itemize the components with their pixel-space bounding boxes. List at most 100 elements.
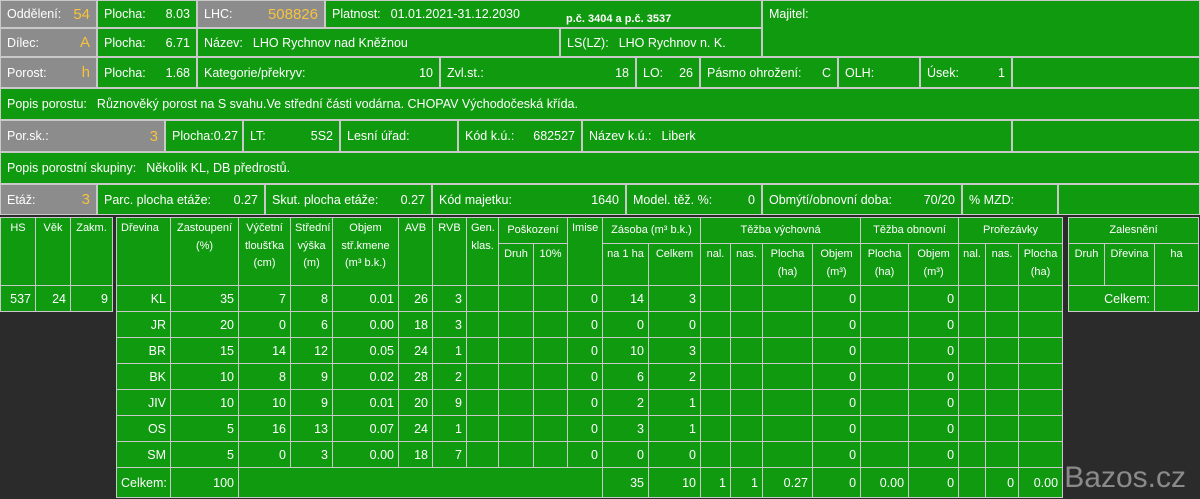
table-cell: 3 xyxy=(648,285,701,312)
field-label: LO: xyxy=(643,65,664,80)
table-cell: 10 xyxy=(602,337,649,364)
group-header: Zásoba (m³ b.k.) xyxy=(602,217,701,244)
table-cell xyxy=(860,389,910,416)
field-cell: Skut. plocha etáže: 0.27 xyxy=(265,184,432,215)
table-cell: 8 xyxy=(290,285,333,312)
column-header: Gen. klas. xyxy=(466,217,499,286)
field-label: OLH: xyxy=(845,65,875,80)
field-value: 26 xyxy=(679,65,693,80)
table-cell xyxy=(985,415,1020,442)
table-cell: 3 xyxy=(648,337,701,364)
table-cell: 10 xyxy=(170,389,239,416)
table-cell xyxy=(498,311,534,338)
field-value: 0 xyxy=(748,192,755,207)
field-cell: Plocha: 6.71 xyxy=(97,28,197,57)
sub-header: Dřevina xyxy=(1104,243,1155,286)
main-table: Dřevina Zastoupení (%) Výčetní tloušťka (c… xyxy=(116,217,1064,498)
data-row: JR 20 0 6 0.00 18 3 0 0 0 0 0 xyxy=(116,311,1064,338)
field-value: 682527 xyxy=(533,129,575,143)
data-row: BR 15 14 12 0.05 24 1 0 10 3 0 0 xyxy=(116,337,1064,364)
table-cell: 0 xyxy=(567,363,603,390)
table-cell: SM xyxy=(116,441,171,468)
table-cell: JIV xyxy=(116,389,171,416)
field-cell: Úsek: 1 xyxy=(920,57,1012,88)
table-cell: KL xyxy=(116,285,171,312)
table-cell: 0.02 xyxy=(332,363,399,390)
table-cell: 3 xyxy=(432,285,467,312)
table-cell xyxy=(985,311,1020,338)
table-cell: 14 xyxy=(602,285,649,312)
field-cell: Plocha: 1.68 xyxy=(97,57,197,88)
table-cell xyxy=(498,415,534,442)
table-cell: BR xyxy=(116,337,171,364)
table-cell: 1 xyxy=(730,467,763,498)
field-label: Skut. plocha etáže: xyxy=(272,192,379,207)
field-value: 70/20 xyxy=(923,192,955,207)
table-cell: 15 xyxy=(170,337,239,364)
table-cell xyxy=(533,285,568,312)
table-cell xyxy=(466,389,499,416)
table-cell xyxy=(762,389,813,416)
table-cell: 0 xyxy=(811,285,862,312)
field-label: % MZD: xyxy=(969,192,1015,207)
field-note: p.č. 3404 a p.č. 3537 xyxy=(566,13,672,25)
table-cell xyxy=(958,389,987,416)
data-row: OS 5 16 13 0.07 24 1 0 3 1 0 0 xyxy=(116,415,1064,442)
field-cell: Plocha: 0.27 xyxy=(165,120,243,152)
field-cell: Kategorie/překryv: 10 xyxy=(197,57,440,88)
table-cell xyxy=(533,337,568,364)
field-value: 0.27 xyxy=(213,129,239,143)
table-cell xyxy=(958,415,987,442)
table-cell: Celkem: xyxy=(116,467,171,498)
field-label: Lesní úřad: xyxy=(347,129,410,143)
table-cell xyxy=(985,363,1020,390)
table-cell: 10 xyxy=(648,467,701,498)
header-row: HS Věk Zakm. xyxy=(0,217,113,286)
field-label: Úsek: xyxy=(927,65,959,80)
sub-header: Plocha (ha) xyxy=(1018,243,1064,286)
table-cell: 0 xyxy=(648,311,701,338)
table-cell: 2 xyxy=(602,389,649,416)
table-cell: 24 xyxy=(398,337,433,364)
field-label: Platnost: xyxy=(332,7,381,21)
field-label: Parc. plocha etáže: xyxy=(104,192,212,207)
table-cell xyxy=(860,285,910,312)
sub-header: Druh xyxy=(1068,243,1105,286)
table-cell xyxy=(466,415,499,442)
table-cell xyxy=(1018,337,1064,364)
field-value: h xyxy=(81,64,90,81)
table-cell: 0 xyxy=(811,389,862,416)
sub-header: Objem (m³) xyxy=(811,243,862,286)
table-cell: 5 xyxy=(170,415,239,442)
column-header: Objem stř.kmene (m³ b.k.) xyxy=(332,217,399,286)
table-cell: 0 xyxy=(811,467,862,498)
table-cell: 20 xyxy=(398,389,433,416)
table-cell: 2 xyxy=(432,363,467,390)
table-cell xyxy=(700,415,731,442)
field-cell: Popis porostní skupiny: Několik KL, DB př… xyxy=(0,152,1200,184)
table-cell xyxy=(533,389,568,416)
field-label: Plocha: xyxy=(104,35,146,50)
field-cell: Popis porostu: Různověký porost na S svah… xyxy=(0,88,1200,120)
table-cell xyxy=(730,311,763,338)
sub-header: Celkem xyxy=(648,243,701,286)
table-cell: 0.00 xyxy=(332,311,399,338)
sub-header: nas. xyxy=(730,243,763,286)
table-cell xyxy=(498,363,534,390)
column-header: RVB xyxy=(432,217,467,286)
table-cell xyxy=(985,285,1020,312)
field-cell: LHC: 508826 xyxy=(197,0,325,28)
table-cell: BK xyxy=(116,363,171,390)
table-cell: 0 xyxy=(908,441,960,468)
table-cell: 18 xyxy=(398,441,433,468)
table-cell: 2 xyxy=(648,363,701,390)
table-cell: 0 xyxy=(567,389,603,416)
table-cell: 8 xyxy=(238,363,291,390)
watermark: Bazos.cz xyxy=(1064,461,1186,494)
column-header: Střední výška (m) xyxy=(290,217,333,286)
table-cell xyxy=(860,337,910,364)
sub-header: nal. xyxy=(700,243,731,286)
column-header: AVB xyxy=(398,217,433,286)
field-cell: Zvl.st.: 18 xyxy=(440,57,636,88)
